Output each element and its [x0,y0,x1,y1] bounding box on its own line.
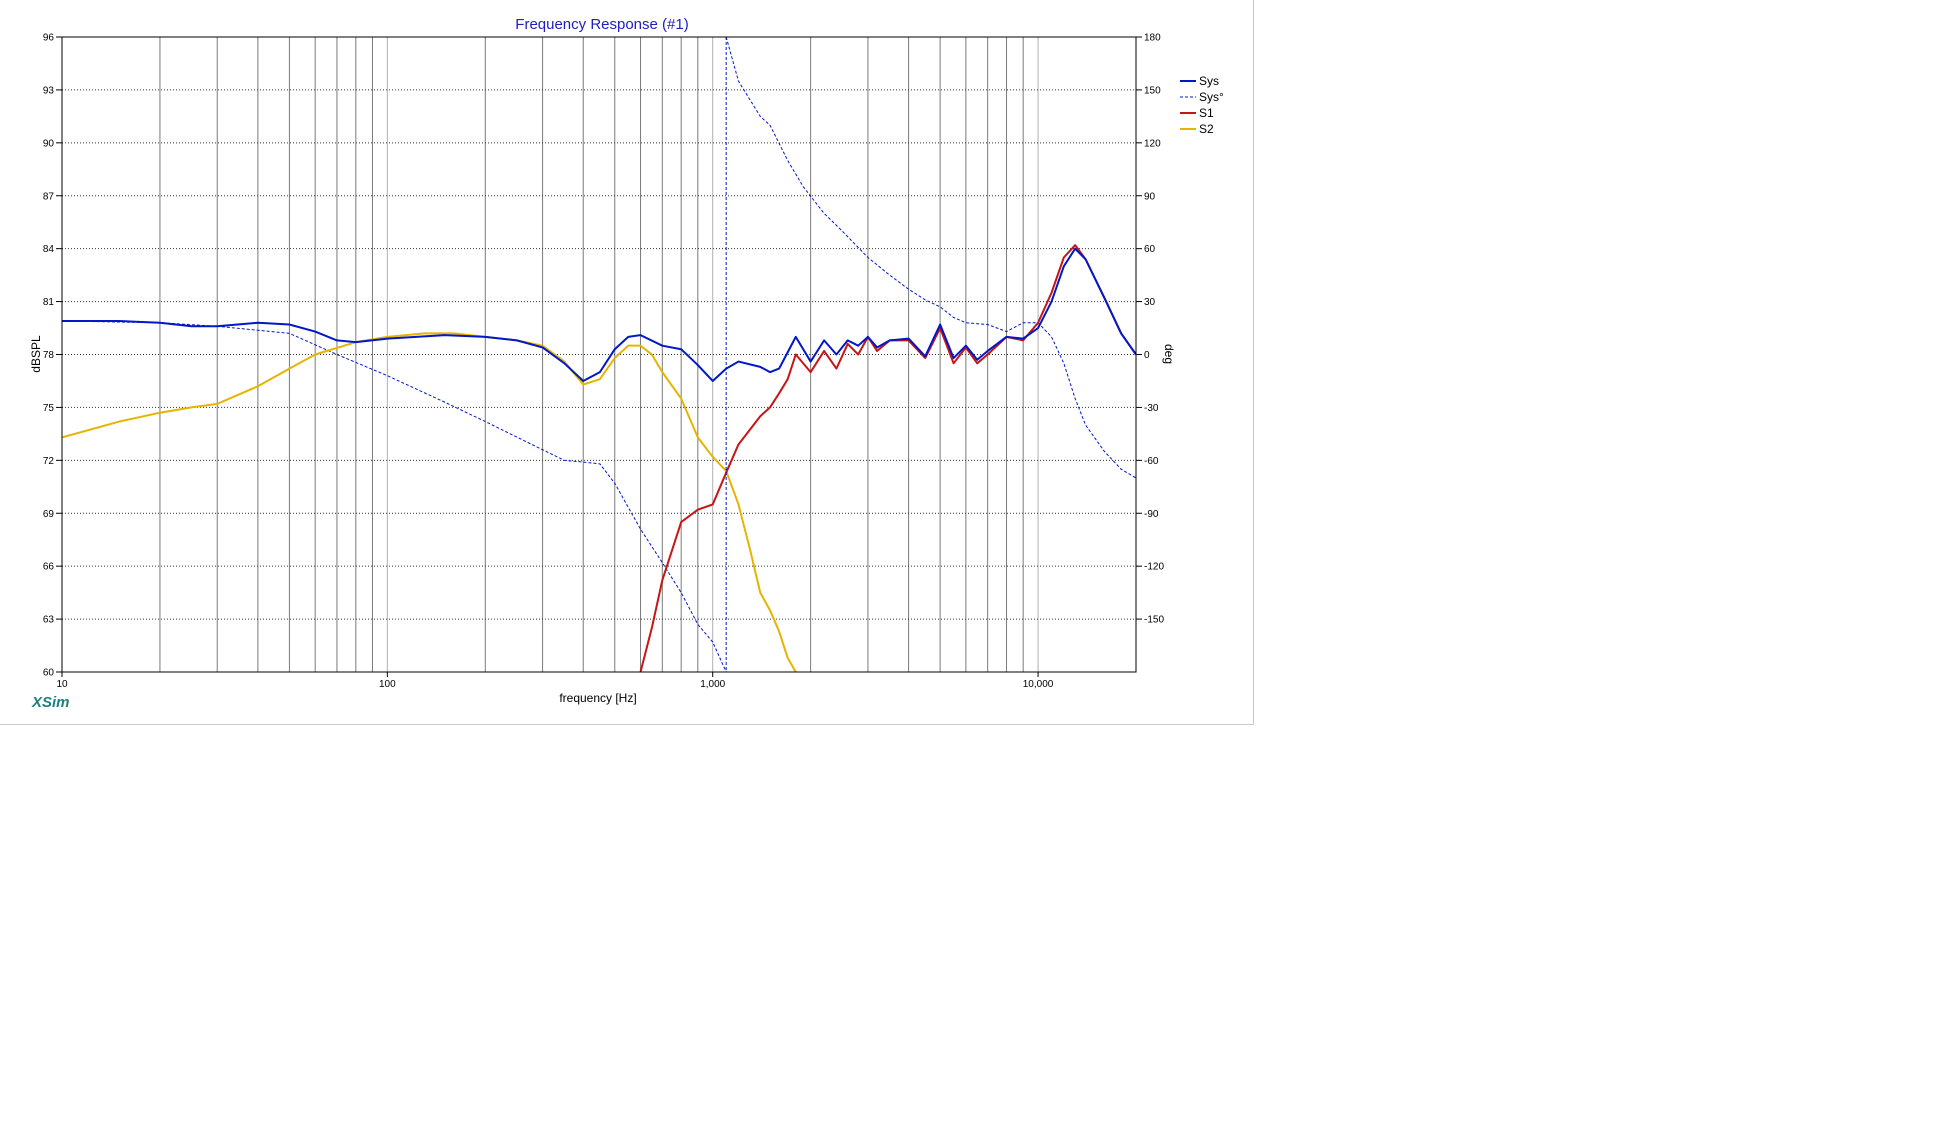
xsim-logo: XSim [31,694,70,711]
x-tick-label: 1,000 [700,679,725,690]
y2-tick-label: 60 [1144,244,1156,255]
legend-entry: Sys [1199,74,1219,88]
y-tick-label: 84 [43,244,55,255]
y2-tick-label: -60 [1144,456,1159,467]
y-axis-label: dBSPL [29,335,43,373]
chart-title: Frequency Response (#1) [515,16,688,33]
y2-tick-label: -150 [1144,615,1164,626]
y-tick-label: 90 [43,138,55,149]
legend-entry: S2 [1199,122,1214,136]
y2-axis-label: deg [1162,344,1176,364]
y-axis-left: 60 63 66 69 72 75 78 81 84 87 90 93 96 [43,33,62,679]
y-tick-label: 60 [43,668,55,679]
y-tick-label: 72 [43,456,55,467]
y-tick-label: 78 [43,350,55,361]
series-layer [62,37,1136,672]
y-tick-label: 63 [43,615,55,626]
chart-window: 60 63 66 69 72 75 78 81 84 87 90 93 96 -150 -120 -90 -6… [0,0,1254,725]
y2-tick-label: -90 [1144,509,1159,520]
x-tick-label: 10 [56,679,68,690]
legend-entry: Sys° [1199,90,1224,104]
x-tick-label: 100 [379,679,396,690]
y2-tick-label: 90 [1144,191,1156,202]
y2-tick-label: -30 [1144,403,1159,414]
legend: Sys Sys° S1 S2 [1180,74,1224,136]
y-tick-label: 81 [43,297,55,308]
y2-tick-label: 120 [1144,138,1161,149]
y2-tick-label: 180 [1144,33,1161,44]
series-line-sys-phase [62,37,1136,672]
x-tick-label: 10,000 [1023,679,1054,690]
y-tick-label: 96 [43,33,55,44]
frequency-response-chart: 60 63 66 69 72 75 78 81 84 87 90 93 96 -150 -120 -90 -6… [29,16,1224,711]
series-line-sys [62,247,1136,382]
series-line-s1 [639,244,1136,672]
y-tick-label: 93 [43,85,55,96]
y-tick-label: 87 [43,191,55,202]
y2-tick-label: 0 [1144,350,1150,361]
legend-entry: S1 [1199,106,1214,120]
y-axis-right: -150 -120 -90 -60 -30 0 30 60 90 120 150 180 [1136,33,1164,626]
x-axis-label: frequency [Hz] [559,691,636,705]
y2-tick-label: -120 [1144,562,1164,573]
y2-tick-label: 30 [1144,297,1156,308]
y-tick-label: 69 [43,509,55,520]
y2-tick-label: 150 [1144,85,1161,96]
y-tick-label: 66 [43,562,55,573]
y-tick-label: 75 [43,403,55,414]
x-axis: 10 100 1,000 10,000 [56,672,1054,690]
series-line-s2 [62,332,797,672]
grid [62,37,1136,672]
